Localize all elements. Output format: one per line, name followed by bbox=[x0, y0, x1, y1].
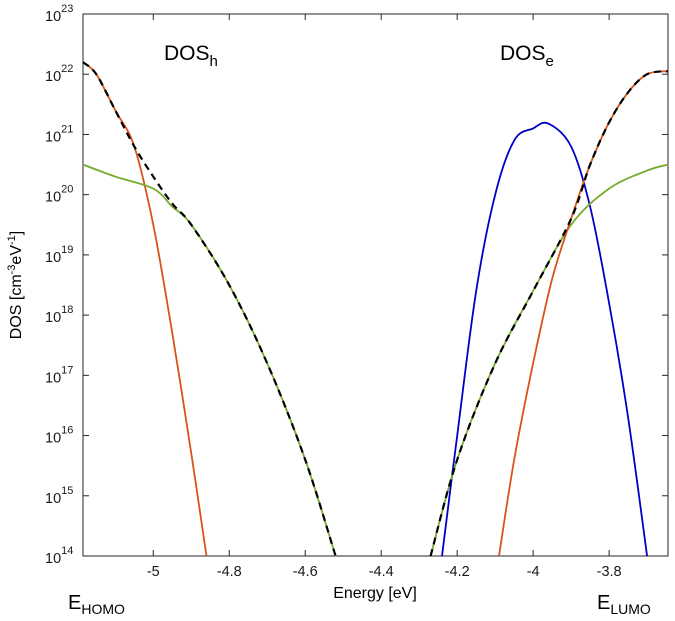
x-tick-label: -4.2 bbox=[445, 564, 470, 580]
series-total-homo bbox=[82, 61, 337, 557]
series-total-lumo bbox=[429, 70, 669, 557]
x-tick-label: -3.8 bbox=[597, 564, 622, 580]
y-tick-label: 1017 bbox=[45, 364, 73, 386]
annotation-dos-e: DOSe bbox=[500, 42, 554, 70]
x-axis-label: Energy [eV] bbox=[333, 585, 417, 602]
y-tick-label: 1021 bbox=[45, 123, 73, 145]
x-tick-label: -4 bbox=[527, 564, 540, 580]
x-tick-label: -5 bbox=[147, 564, 160, 580]
label-e-homo: EHOMO bbox=[68, 592, 125, 617]
annotation-dos-h: DOSh bbox=[164, 42, 218, 70]
label-e-lumo: ELUMO bbox=[597, 592, 651, 617]
y-tick-label: 1019 bbox=[45, 244, 73, 266]
x-ticks: -5 -4.8 -4.6 -4.4 -4.2 -4 -3.8 bbox=[147, 14, 622, 580]
y-tick-label: 1015 bbox=[45, 485, 73, 507]
y-axis-label: DOS [cm-3eV-1] bbox=[6, 231, 25, 339]
x-tick-label: -4.4 bbox=[369, 564, 394, 580]
y-tick-label: 1016 bbox=[45, 425, 73, 447]
x-tick-label: -4.6 bbox=[293, 564, 318, 580]
y-tick-label: 1022 bbox=[45, 63, 73, 85]
y-tick-label: 1018 bbox=[45, 304, 73, 326]
series-blue-gaussian bbox=[441, 121, 648, 557]
x-tick-label: -4.8 bbox=[217, 564, 242, 580]
y-ticks: 1014 1015 1016 1017 1018 1019 1020 1021 1022 1023 bbox=[45, 3, 668, 567]
y-tick-label: 1020 bbox=[45, 184, 73, 206]
y-tick-label: 1023 bbox=[45, 3, 73, 25]
plot-area bbox=[82, 13, 669, 557]
y-tick-label: 1014 bbox=[45, 545, 73, 567]
curves bbox=[82, 61, 669, 557]
